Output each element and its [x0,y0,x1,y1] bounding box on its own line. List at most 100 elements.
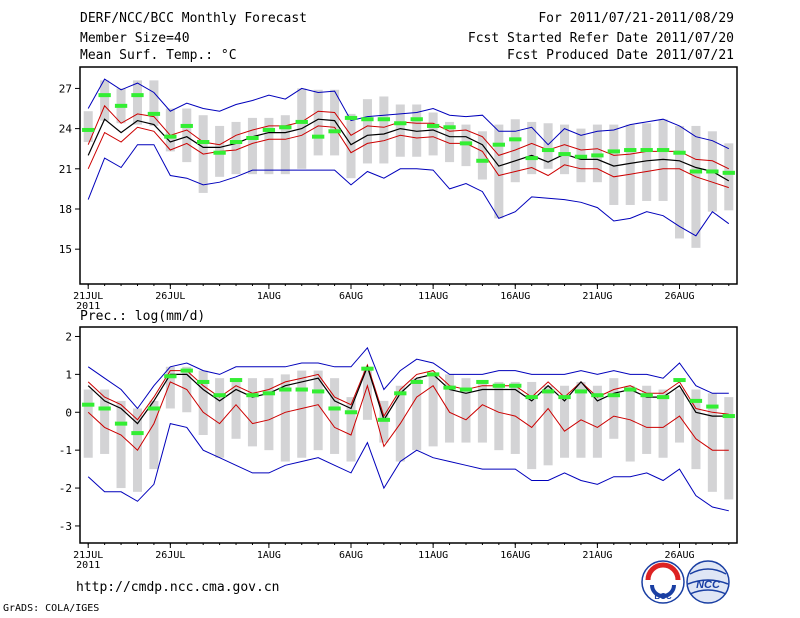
temperature-obs-mark [509,137,522,142]
temperature-box [247,117,257,175]
refer-date: Fcst Started Refer Date 2011/07/20 [467,31,734,46]
precipitation-obs-mark [114,421,128,426]
temperature-lower-line [87,125,729,189]
temperature-box [642,123,652,201]
temperature-obs-mark [279,125,292,130]
temperature-box [330,89,340,156]
member-size: Member Size=40 [80,31,190,46]
precipitation-obs-mark [394,391,407,396]
precipitation-xtick-label: 6AUG [339,550,363,561]
precipitation-obs-mark [279,387,292,392]
temperature-xtick-label: 26AUG [664,291,694,302]
temperature-box [280,115,290,175]
temperature-obs-mark [312,134,325,139]
precipitation-obs-mark [98,406,111,411]
precipitation-box [280,374,290,462]
ncc-logo: NCC [686,560,730,604]
temperature-ytick-label: 21 [59,163,72,176]
temperature-box [527,121,537,175]
precipitation-obs-mark [525,395,538,400]
precipitation-box [543,385,553,466]
precipitation-xtick-label: 21AUG [582,550,612,561]
precipitation-box [264,378,274,451]
precipitation-box [83,389,93,458]
source-url[interactable]: http://cmdp.ncc.cma.gov.cn [76,580,280,595]
temperature-box [83,111,93,143]
temperature-box [313,89,323,156]
precipitation-mean-line [87,364,729,425]
precipitation-obs-mark [361,366,374,371]
temperature-xtick-label: 11AUG [418,291,448,302]
temperature-box [428,112,438,156]
temperature-xtick-year: 2011 [76,301,100,312]
temperature-frame [79,66,738,285]
precipitation-box [592,385,602,458]
precipitation-box [494,381,504,451]
precipitation-box [362,366,372,420]
temperature-obs-mark [98,93,111,98]
precipitation-ytick-label: -2 [59,482,72,495]
precipitation-box [247,378,257,447]
precipitation-obs-mark [377,417,391,422]
precipitation-box [625,385,635,462]
precipitation-box [691,389,701,470]
temperature-box [625,124,635,205]
temperature-box [412,104,422,157]
precipitation-obs-mark [673,378,686,383]
temperature-min-line [87,144,730,237]
precipitation-xtick-label: 26JUL [155,550,185,561]
precipitation-box [609,378,619,439]
precipitation-obs-mark [82,402,95,407]
precipitation-box [149,400,159,470]
precipitation-box [560,385,570,458]
temperature-obs-mark [246,135,259,140]
temperature-xtick-label: 16AUG [500,291,530,302]
precipitation-box [215,378,225,458]
temperature-obs-mark [591,153,604,158]
temperature-obs-mark [722,170,735,175]
temperature-obs-mark [541,148,555,153]
precipitation-box [461,378,471,443]
temperature-ytick-label: 27 [59,82,72,95]
precipitation-box [346,397,356,462]
temperature-obs-mark [492,142,505,147]
precipitation-xtick-year: 2011 [76,560,100,571]
temperature-obs-mark [328,129,341,134]
precipitation-box [642,385,652,454]
temperature-box [132,80,143,125]
precipitation-box [445,374,455,443]
precipitation-obs-mark [426,372,440,377]
logos: BCC NCC [641,560,730,604]
precipitation-xtick-label: 11AUG [418,550,448,561]
precipitation-obs-mark [492,383,505,388]
temperature-box [362,99,372,164]
precipitation-obs-mark [607,393,620,398]
temperature-mean-line [87,118,730,182]
precipitation-obs-mark [624,387,637,392]
temperature-obs-mark [624,148,637,153]
precipitation-obs-mark [443,385,456,390]
temperature-box [231,121,241,175]
temperature-obs-mark [295,119,308,124]
temperature-obs-mark [82,127,95,132]
temperature-upper-line [87,104,730,170]
precipitation-box [412,378,422,451]
temperature-box [165,108,175,152]
precipitation-box [313,370,323,451]
temperature-obs-mark [410,117,423,122]
precipitation-obs-mark [656,395,670,400]
precipitation-ytick-label: -3 [59,520,72,533]
precipitation-obs-mark [213,393,226,398]
temperature-box [182,108,192,163]
temperature-obs-mark [640,148,653,153]
precipitation-obs-mark [722,414,735,419]
precipitation-obs-mark [164,374,177,379]
precipitation-obs-mark [689,398,703,403]
temperature-obs-mark [706,169,719,174]
precipitation-obs-mark [706,404,719,409]
precipitation-obs-mark [591,393,604,398]
precipitation-obs-mark [246,393,259,398]
temperature-obs-mark [180,123,193,128]
temperature-box [149,80,159,126]
